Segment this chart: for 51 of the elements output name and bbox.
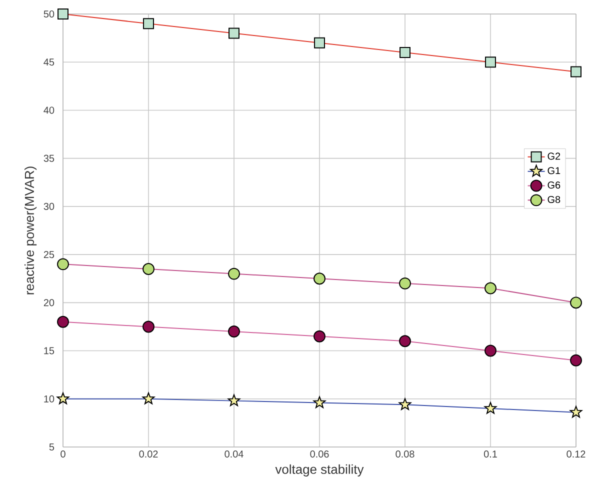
point	[56, 392, 70, 404]
x-tick-label: 0.1	[484, 450, 497, 458]
y-tick-label: 25	[44, 251, 54, 258]
point	[57, 258, 69, 270]
legend-label: G2	[548, 152, 560, 160]
point	[570, 354, 582, 366]
x-tick-label: 0.04	[224, 450, 244, 458]
point	[485, 56, 496, 68]
point	[313, 396, 326, 408]
x-tick-label: 0.08	[396, 450, 414, 458]
point	[570, 406, 582, 418]
y-axis-title: reactive power(MVAR)	[24, 166, 37, 294]
point	[314, 37, 325, 48]
x-tick-label: 0.02	[139, 450, 158, 458]
x-tick-label: 0.12	[566, 450, 586, 458]
point	[58, 8, 68, 20]
point	[142, 392, 155, 404]
y-tick-label: 15	[44, 347, 54, 354]
point	[142, 320, 154, 333]
point	[398, 398, 412, 410]
legend-label: G1	[548, 167, 560, 174]
y-tick-label: 30	[44, 202, 54, 210]
x-tick-label: 0.06	[310, 450, 329, 458]
y-tick-label: 35	[44, 154, 54, 162]
legend-label: G6	[548, 182, 560, 189]
point	[314, 330, 326, 342]
point	[484, 402, 497, 414]
point	[570, 66, 582, 78]
x-axis-title: voltage stability	[275, 464, 364, 476]
point	[399, 277, 411, 290]
point	[142, 263, 154, 275]
y-tick-label: 50	[44, 10, 54, 18]
point	[314, 272, 326, 285]
y-tick-label: 40	[44, 106, 54, 114]
point	[400, 47, 410, 58]
x-tick-label: 0	[60, 450, 66, 458]
point	[228, 394, 240, 406]
point	[570, 296, 582, 309]
point	[484, 282, 496, 294]
y-tick-label: 10	[44, 395, 54, 402]
point	[399, 335, 411, 348]
point	[228, 28, 240, 39]
y-tick-label: 20	[44, 299, 54, 306]
point	[143, 18, 154, 30]
y-tick-label: 5	[49, 444, 54, 450]
legend-label: G8	[548, 196, 560, 204]
point	[228, 268, 240, 280]
point	[484, 344, 496, 357]
point	[57, 316, 69, 328]
y-tick-label: 45	[44, 58, 54, 66]
point	[228, 326, 240, 338]
